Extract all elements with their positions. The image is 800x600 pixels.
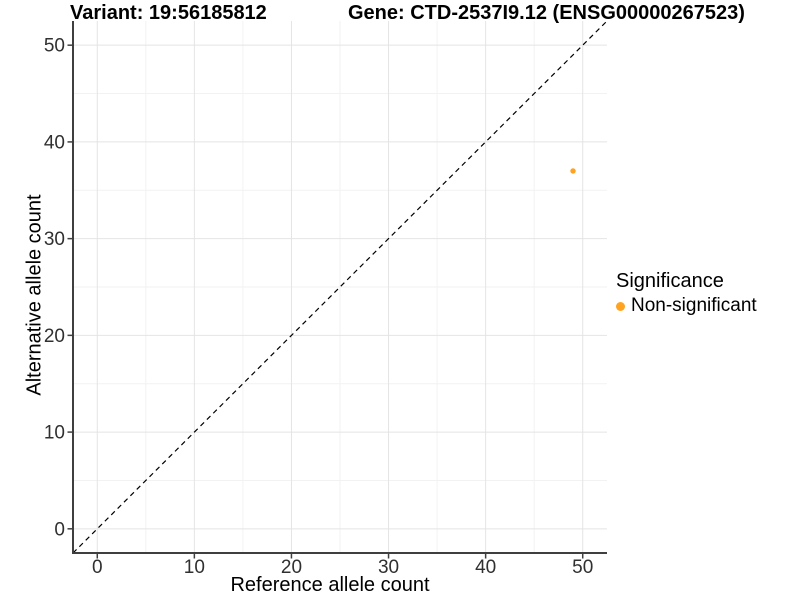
x-tick-label: 50 bbox=[572, 557, 593, 578]
legend-title: Significance bbox=[616, 270, 724, 292]
data-point bbox=[570, 168, 576, 174]
x-axis-label: Reference allele count bbox=[230, 574, 430, 596]
y-tick-label: 50 bbox=[44, 36, 65, 57]
y-tick-label: 0 bbox=[54, 519, 65, 540]
y-tick-label: 40 bbox=[44, 132, 65, 153]
y-tick-label: 20 bbox=[44, 326, 65, 347]
y-axis-label-text: Alternative allele count bbox=[23, 194, 46, 396]
x-tick-label: 0 bbox=[92, 557, 103, 578]
x-tick-label: 40 bbox=[475, 557, 496, 578]
legend-point-swatch bbox=[616, 301, 625, 311]
x-tick-label: 30 bbox=[378, 557, 399, 578]
y-tick-label: 30 bbox=[44, 229, 65, 250]
x-tick-label: 20 bbox=[281, 557, 302, 578]
legend-item: Non-significant bbox=[616, 295, 757, 317]
legend: Significance Non-significant bbox=[616, 270, 757, 317]
x-tick-label: 10 bbox=[184, 557, 205, 578]
legend-item-label: Non-significant bbox=[631, 295, 757, 316]
variant-title: Variant: 19:56185812 bbox=[70, 2, 267, 24]
y-tick-label: 10 bbox=[44, 423, 65, 444]
gene-title: Gene: CTD-2537I9.12 (ENSG00000267523) bbox=[348, 2, 745, 24]
